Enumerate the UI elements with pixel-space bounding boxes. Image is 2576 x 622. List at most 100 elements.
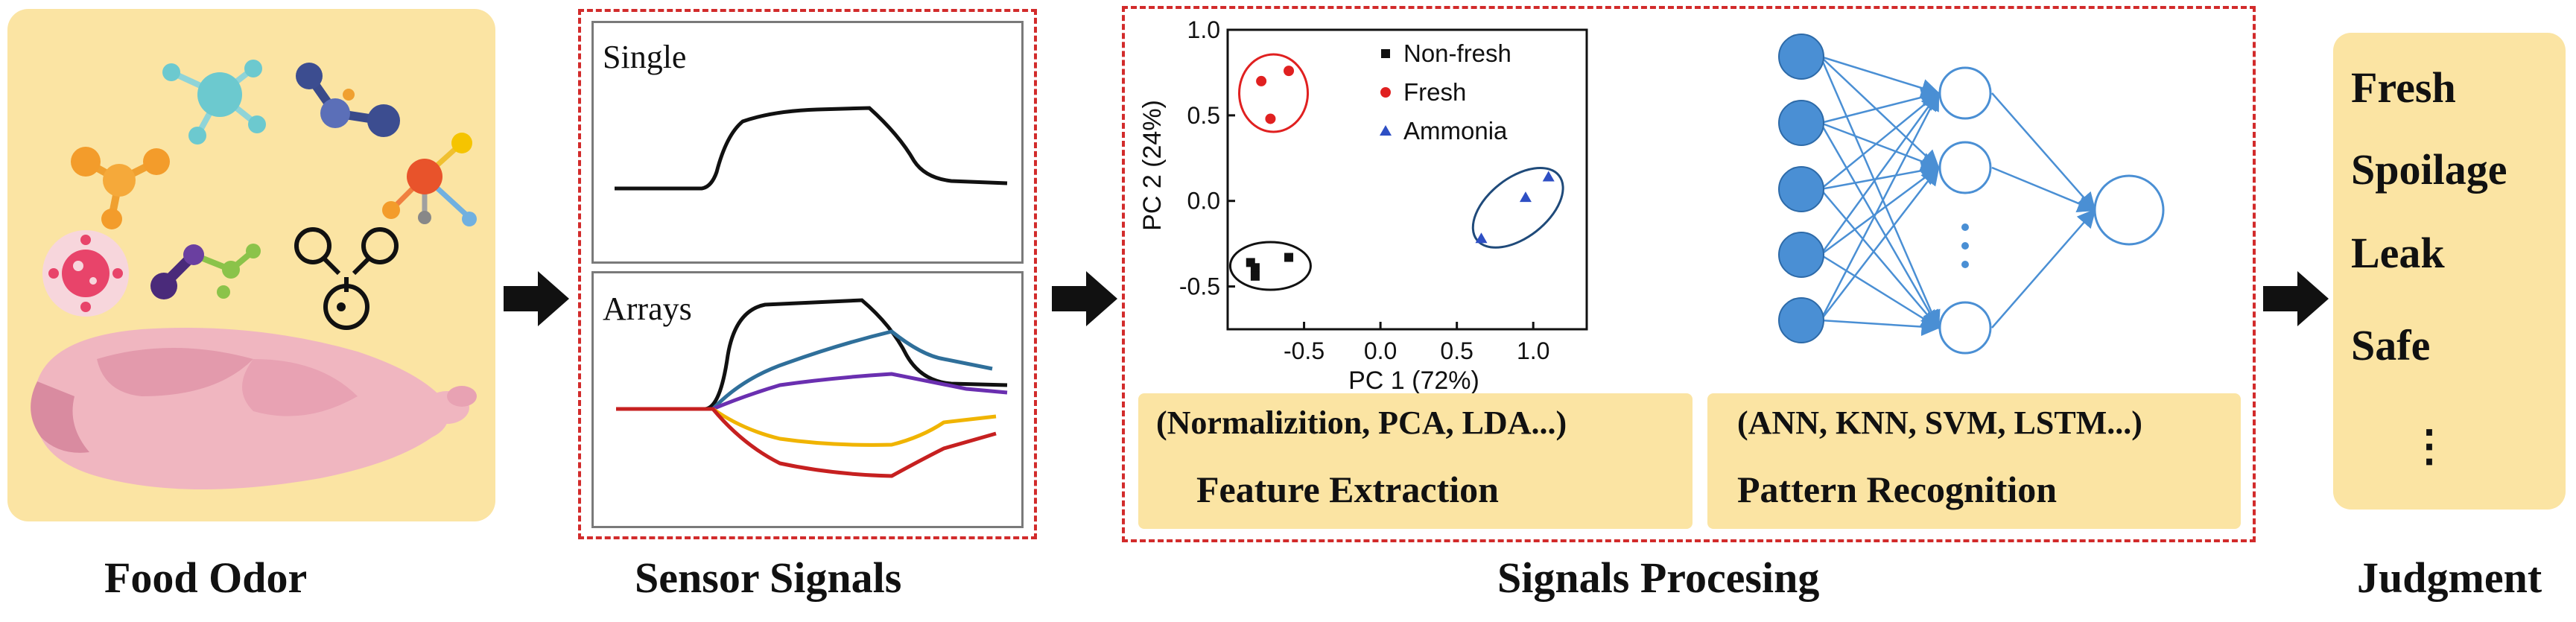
nn-edge — [1991, 209, 2096, 329]
nn-edge — [1820, 253, 1941, 329]
arrow-right-icon — [1052, 271, 1117, 326]
pca-point-fresh — [1256, 75, 1267, 86]
feature-extraction-box: (Normalizition, PCA, LDA...) Feature Ext… — [1138, 393, 1693, 529]
single-label: Single — [603, 39, 687, 75]
pca-point-non-fresh — [1250, 271, 1260, 281]
pattern-title: Pattern Recognition — [1737, 469, 2058, 510]
pca-plot-frame — [1226, 28, 1588, 331]
nn-edge — [1819, 91, 1940, 256]
legend-label: Non-fresh — [1403, 39, 1511, 67]
pca-x-tick-label: 1.0 — [1517, 337, 1549, 364]
judgment-item-fresh: Fresh — [2351, 63, 2456, 112]
pca-x-tick-label: 0.5 — [1440, 337, 1473, 364]
output-node — [2093, 174, 2165, 246]
pattern-recognition-box: (ANN, KNN, SVM, LSTM...) Pattern Recogni… — [1707, 393, 2241, 529]
cluster-ellipse-ammonia — [1471, 167, 1564, 249]
caption-judgment: Judgment — [2357, 553, 2542, 602]
single-signal-box: Single — [591, 21, 1024, 264]
pca-y-tick-label: 0.0 — [1187, 188, 1220, 215]
arrays-signal-box: Arrays — [591, 271, 1024, 528]
pca-xlabel: PC 1 (72%) — [1348, 366, 1479, 395]
feature-title: Feature Extraction — [1196, 469, 1499, 510]
molecule-purple-icon — [150, 244, 261, 299]
nn-edge — [1820, 317, 1941, 337]
signal-line-blue — [616, 329, 993, 411]
input-node — [1778, 166, 1824, 212]
pca-y-tick-label: 1.0 — [1187, 16, 1220, 43]
nn-edge — [1819, 122, 1940, 330]
ellipsis-dot — [1961, 223, 1969, 231]
judgment-box: Fresh Spoilage Leak Safe ⋮ — [2333, 33, 2566, 510]
pca-y-tick-label: 0.5 — [1187, 102, 1220, 129]
input-node — [1778, 100, 1824, 146]
ellipsis-dot — [1961, 242, 1969, 250]
pca-ylabel: PC 2 (24%) — [1138, 100, 1167, 231]
legend-marker-non-fresh — [1381, 49, 1390, 58]
arrow-right-icon — [2263, 271, 2329, 326]
nn-edge — [1820, 166, 1940, 321]
food-odor-panel — [7, 9, 495, 521]
nn-edge — [1819, 56, 1941, 330]
arrow-right-icon — [504, 271, 569, 326]
nn-edge — [1820, 161, 1941, 191]
legend-label: Ammonia — [1403, 117, 1508, 145]
pca-y-tick-label: -0.5 — [1179, 273, 1220, 300]
cluster-ellipse-nonfresh — [1228, 241, 1312, 291]
judgment-item-safe: Safe — [2351, 321, 2431, 369]
virus-icon — [42, 230, 129, 317]
pca-point-non-fresh — [1284, 253, 1294, 262]
nn-edge — [1820, 166, 1941, 256]
molecule-teal-icon — [162, 60, 266, 145]
signal-line-black — [616, 298, 1008, 411]
caption-signals-processing: Signals Procesing — [1497, 553, 1820, 602]
signal-line-purple — [616, 372, 1008, 411]
nn-edge — [1991, 92, 2096, 212]
pattern-methods: (ANN, KNN, SVM, LSTM...) — [1737, 404, 2142, 441]
sensor-signals-frame — [578, 9, 1037, 539]
chicken-icon — [31, 328, 477, 489]
pca-point-ammonia — [1475, 232, 1488, 244]
hidden-node — [1938, 141, 1992, 194]
nn-edge — [1820, 55, 1941, 98]
molecule-orange-icon — [71, 147, 170, 229]
nn-edge — [1820, 88, 1941, 124]
caption-sensor-signals: Sensor Signals — [635, 553, 902, 602]
nn-edge — [1820, 188, 1940, 329]
pca-point-fresh — [1265, 113, 1276, 124]
pca-x-tick-label: 0.0 — [1364, 337, 1397, 364]
pca-point-non-fresh — [1250, 263, 1260, 273]
judgment-item-leak: Leak — [2351, 229, 2445, 277]
input-node — [1778, 34, 1824, 80]
pca-scatter-chart: -0.5 0.0 0.5 1.0 1.0 0.5 0.0 -0.5 Non-fresh Fres… — [1138, 16, 1588, 395]
food-odor-illustration — [31, 60, 477, 489]
legend-marker-fresh — [1380, 87, 1391, 98]
molecule-navy-icon — [296, 63, 400, 137]
signal-line-yellow — [616, 407, 997, 447]
judgment-item-spoilage: Spoilage — [2351, 145, 2507, 194]
nn-edge — [1991, 166, 2097, 212]
single-signal-plot — [615, 106, 1008, 191]
hidden-node — [1938, 301, 1992, 355]
legend-marker-ammonia — [1380, 125, 1392, 136]
nn-edge — [1820, 121, 1941, 171]
input-node — [1778, 297, 1824, 343]
nn-edge — [1819, 91, 1940, 321]
pca-point-ammonia — [1542, 171, 1555, 182]
caption-food-odor: Food Odor — [104, 553, 308, 602]
input-node — [1778, 232, 1824, 278]
nn-edge — [1820, 92, 1940, 190]
chemical-structure-icon — [294, 227, 399, 330]
pca-point-fresh — [1284, 66, 1295, 77]
pca-x-tick-label: -0.5 — [1284, 337, 1325, 364]
ellipsis-dot — [1961, 261, 1969, 268]
pca-point-ammonia — [1519, 191, 1532, 203]
cluster-ellipse-fresh — [1238, 53, 1310, 133]
legend-label: Fresh — [1403, 78, 1466, 106]
neural-network-diagram — [1778, 34, 2165, 355]
hidden-node — [1938, 66, 1992, 120]
nn-edge — [1820, 56, 1940, 169]
signal-line-red — [616, 407, 997, 478]
judgment-item-more: ⋮ — [2408, 422, 2451, 470]
arrays-signal-plot — [616, 298, 1008, 478]
signals-processing-frame — [1122, 6, 2256, 542]
